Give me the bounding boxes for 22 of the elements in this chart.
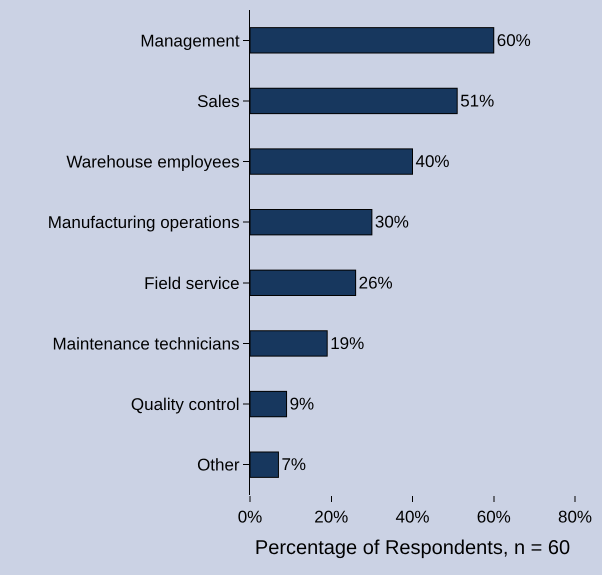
data-label: 60% — [496, 30, 531, 50]
data-label: 30% — [374, 212, 409, 232]
x-tick-label: 60% — [476, 507, 511, 526]
x-tick-label: 20% — [314, 507, 348, 526]
y-tick-label: Sales — [197, 92, 240, 111]
data-label: 9% — [290, 394, 314, 414]
x-tick-label: 0% — [238, 507, 262, 526]
y-tick-label: Maintenance technicians — [52, 334, 240, 354]
x-axis-title: Percentage of Respondents, n = 60 — [254, 536, 570, 559]
x-tick-label: 40% — [395, 507, 430, 526]
y-tick-label: Management — [140, 31, 240, 50]
y-tick-label: Warehouse employees — [66, 152, 240, 172]
data-label: 40% — [416, 152, 450, 172]
y-tick-label: Manufacturing operations — [48, 213, 240, 232]
data-label: 19% — [330, 334, 364, 353]
data-label: 7% — [281, 455, 306, 474]
x-tick-label: 80% — [558, 507, 592, 526]
y-tick-label: Quality control — [130, 395, 240, 414]
y-tick-label: Field service — [144, 274, 240, 293]
y-tick-label: Other — [197, 456, 240, 475]
data-label: 51% — [460, 91, 494, 110]
data-label: 26% — [358, 273, 393, 292]
